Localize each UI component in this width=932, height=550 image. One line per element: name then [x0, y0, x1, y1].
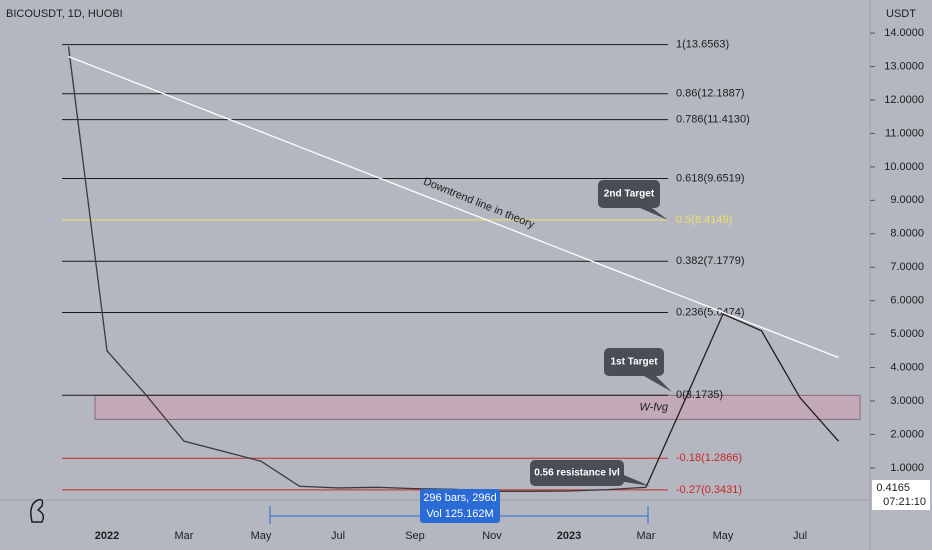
callout-pointer [640, 208, 668, 220]
callout: 1st Target [604, 348, 672, 392]
level-label: 0.5(8.4149) [676, 214, 732, 226]
callout-text: 0.56 resistance lvl [534, 468, 620, 479]
measure-volume: Vol 125.162M [426, 508, 493, 520]
callout-text: 2nd Target [604, 189, 655, 200]
callout: 2nd Target [598, 180, 668, 220]
levels: 1(13.6563) 0.86(12.1887) 0.786(11.4130) 0.6… [62, 39, 750, 496]
y-axis-label: USDT [886, 8, 916, 20]
zone: W-fvg [94, 394, 861, 420]
price-tag-box [872, 480, 930, 510]
x-tick-label: Mar [175, 530, 194, 542]
measure: 296 bars, 296d Vol 125.162M [269, 489, 649, 524]
y-tick-label: 6.0000 [890, 295, 924, 307]
callout-text: 1st Target [610, 357, 658, 368]
callout-box [598, 180, 660, 208]
callout-pointer [644, 376, 672, 392]
price-tag: 0.4165 07:21:10 [872, 480, 930, 510]
callout: 0.56 resistance lvl [530, 460, 650, 486]
x-tick-label: Sep [405, 530, 425, 542]
y-tick-label: 14.0000 [884, 27, 924, 39]
callout-pointer [612, 470, 650, 486]
y-tick-label: 8.0000 [890, 228, 924, 240]
level-label: -0.27(0.3431) [676, 484, 742, 496]
level-label: 0.618(9.6519) [676, 172, 745, 184]
x-tick-label: 2023 [557, 530, 581, 542]
y-tick-label: 12.0000 [884, 94, 924, 106]
last-price: 0.4165 [876, 482, 910, 494]
series-line [645, 313, 839, 488]
x-tick-label: May [251, 530, 272, 542]
x-tick-label: Mar [637, 530, 656, 542]
level-label: 0.86(12.1887) [676, 88, 745, 100]
y-tick-label: 5.0000 [890, 328, 924, 340]
series-line [68, 55, 839, 359]
y-tick-label: 4.0000 [890, 361, 924, 373]
y-tick-label: 2.0000 [890, 428, 924, 440]
series-line [67, 46, 647, 492]
measure-bars: 296 bars, 296d [423, 492, 496, 504]
zone-box [94, 394, 861, 420]
level-label: 0(3.1735) [676, 389, 723, 401]
x-tick-label: Jul [793, 530, 807, 542]
y-tick-label: 7.0000 [890, 261, 924, 273]
measure-box [420, 489, 500, 523]
countdown: 07:21:10 [883, 496, 926, 508]
level-label: 0.382(7.1779) [676, 255, 745, 267]
y-tick-label: 10.0000 [884, 161, 924, 173]
x-tick-label: Nov [482, 530, 502, 542]
x-tick-label: May [713, 530, 734, 542]
level-label: 0.786(11.4130) [676, 114, 750, 126]
level-label: 1(13.6563) [676, 39, 729, 51]
series [67, 46, 839, 492]
level-label: -0.18(1.2866) [676, 452, 742, 464]
y-tick-label: 9.0000 [890, 194, 924, 206]
logo [30, 498, 45, 523]
callout-box [604, 348, 664, 376]
y-tick-label: 3.0000 [890, 395, 924, 407]
chart-title: BICOUSDT, 1D, HUOBI [6, 8, 123, 20]
zone-label: W-fvg [639, 401, 668, 413]
y-tick-label: 13.0000 [884, 60, 924, 72]
y-tick-label: 11.0000 [885, 127, 924, 139]
callout-box [530, 460, 624, 486]
x-tick-label: 2022 [95, 530, 119, 542]
x-tick-label: Jul [331, 530, 345, 542]
y-tick-label: 1.0000 [890, 462, 924, 474]
